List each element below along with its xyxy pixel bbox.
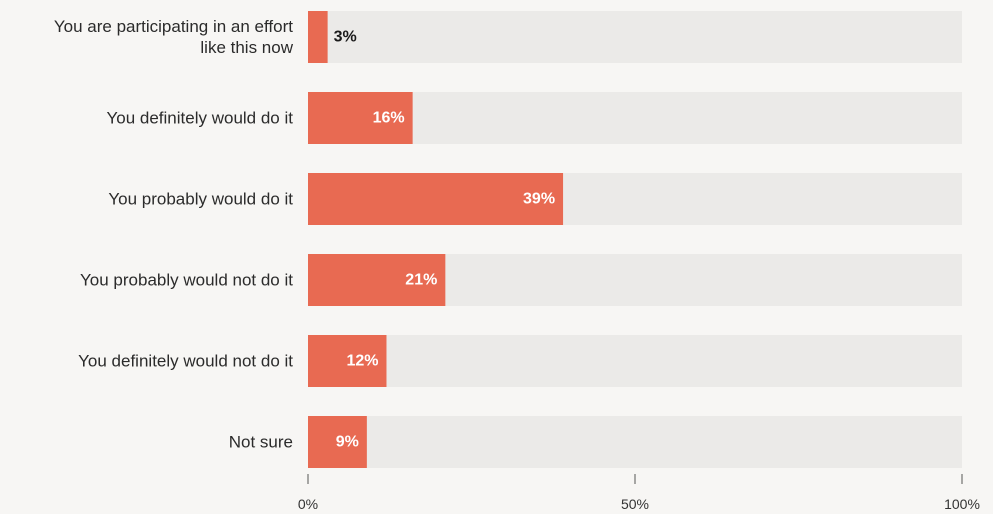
category-label: You are participating in an effort	[54, 17, 293, 36]
x-axis: 0% 50% 100%	[298, 474, 980, 512]
category-label: Not sure	[229, 433, 293, 452]
bar-track	[308, 416, 962, 468]
value-label: 12%	[346, 353, 378, 370]
bar-track	[308, 92, 962, 144]
value-label: 3%	[334, 29, 357, 46]
category-label: like this now	[200, 38, 293, 57]
category-label: You definitely would not do it	[78, 352, 293, 371]
value-label: 9%	[336, 434, 359, 451]
bar	[308, 254, 446, 306]
bars	[308, 11, 564, 468]
x-tick-label: 100%	[944, 496, 980, 512]
value-label: 21%	[405, 272, 437, 289]
bar	[308, 173, 564, 225]
category-label: You probably would not do it	[80, 271, 293, 290]
category-label: You definitely would do it	[106, 109, 293, 128]
bar	[308, 11, 328, 63]
category-labels: You are participating in an effort like t…	[54, 17, 294, 452]
value-labels: 3% 16% 39% 21% 12% 9%	[334, 29, 555, 451]
bar	[308, 416, 367, 468]
bar	[308, 335, 387, 387]
value-label: 39%	[523, 191, 555, 208]
bar	[308, 92, 413, 144]
bar-track	[308, 335, 962, 387]
bar-tracks	[308, 11, 962, 468]
value-label: 16%	[373, 110, 405, 127]
category-label: You probably would do it	[108, 190, 293, 209]
x-tick-label: 0%	[298, 496, 318, 512]
x-tick-label: 50%	[621, 496, 649, 512]
bar-track	[308, 11, 962, 63]
